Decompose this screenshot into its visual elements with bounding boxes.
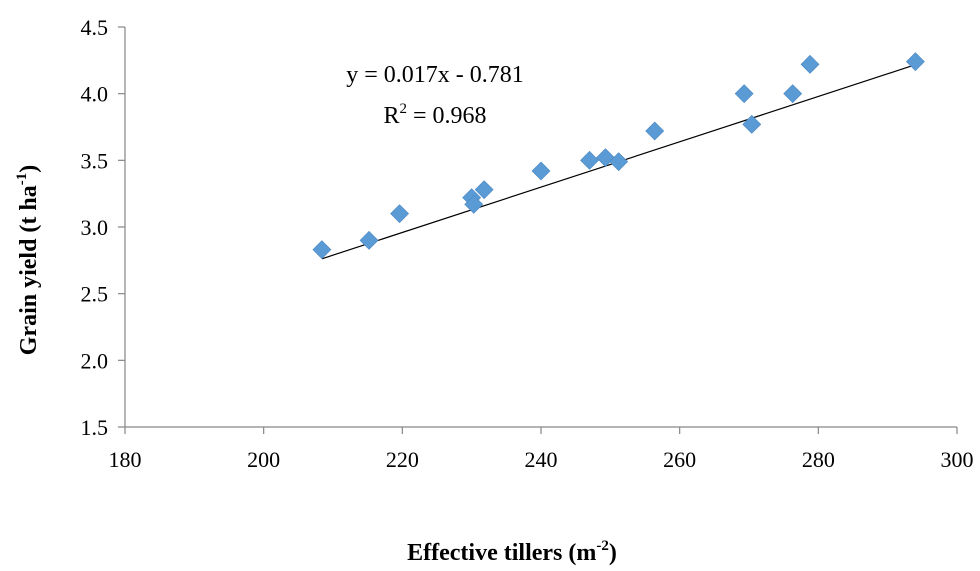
- y-tick-label: 2.0: [81, 348, 109, 373]
- y-tick-label: 4.0: [81, 82, 109, 107]
- x-tick-label: 300: [941, 447, 974, 472]
- data-point: [905, 52, 925, 72]
- data-point: [390, 204, 409, 224]
- r-squared-label: R2 = 0.968: [383, 101, 486, 129]
- y-tick-label: 2.5: [81, 282, 109, 307]
- x-tick-label: 220: [386, 447, 419, 472]
- data-point: [531, 161, 551, 181]
- y-axis-title-superscript: -1: [14, 173, 30, 186]
- data-point: [609, 152, 629, 172]
- x-tick-label: 280: [802, 447, 835, 472]
- y-tick-label: 1.5: [81, 415, 109, 440]
- x-tick-label: 180: [109, 447, 142, 472]
- data-point: [742, 114, 762, 134]
- data-point: [783, 84, 803, 104]
- x-axis-title-tail: ): [609, 540, 617, 566]
- data-point: [312, 240, 332, 260]
- r-squared-prefix: R: [383, 103, 399, 129]
- x-axis-title: Effective tillers (m-2): [407, 538, 617, 566]
- y-axis-title-tail: ): [16, 165, 42, 173]
- data-point: [474, 180, 494, 200]
- data-point: [359, 230, 379, 250]
- r-squared-superscript: 2: [399, 101, 407, 117]
- x-axis-title-superscript: -2: [596, 538, 609, 554]
- data-point: [800, 54, 820, 74]
- equation-label: y = 0.017x - 0.781: [346, 62, 524, 88]
- x-axis-title-text: Effective tillers (m: [407, 540, 596, 566]
- y-tick-label: 3.5: [81, 148, 109, 173]
- data-point: [645, 121, 665, 141]
- data-point: [580, 150, 599, 170]
- y-tick-label: 4.5: [81, 15, 109, 40]
- x-tick-label: 200: [247, 447, 280, 472]
- y-axis-title: Grain yield (t ha-1): [14, 165, 42, 356]
- r-squared-value: = 0.968: [407, 103, 487, 129]
- x-tick-label: 260: [663, 447, 696, 472]
- axes: 1.5 2.0 2.5 3.0 3.5 4.0 4.5 180 200 220 240 260 280 3…: [81, 15, 974, 472]
- data-points: [312, 52, 925, 260]
- data-point: [596, 148, 615, 168]
- x-tick-label: 240: [525, 447, 558, 472]
- data-point: [464, 194, 484, 214]
- y-tick-label: 3.0: [81, 215, 109, 240]
- y-axis-title-text: Grain yield (t ha: [16, 185, 42, 355]
- data-point: [734, 84, 754, 104]
